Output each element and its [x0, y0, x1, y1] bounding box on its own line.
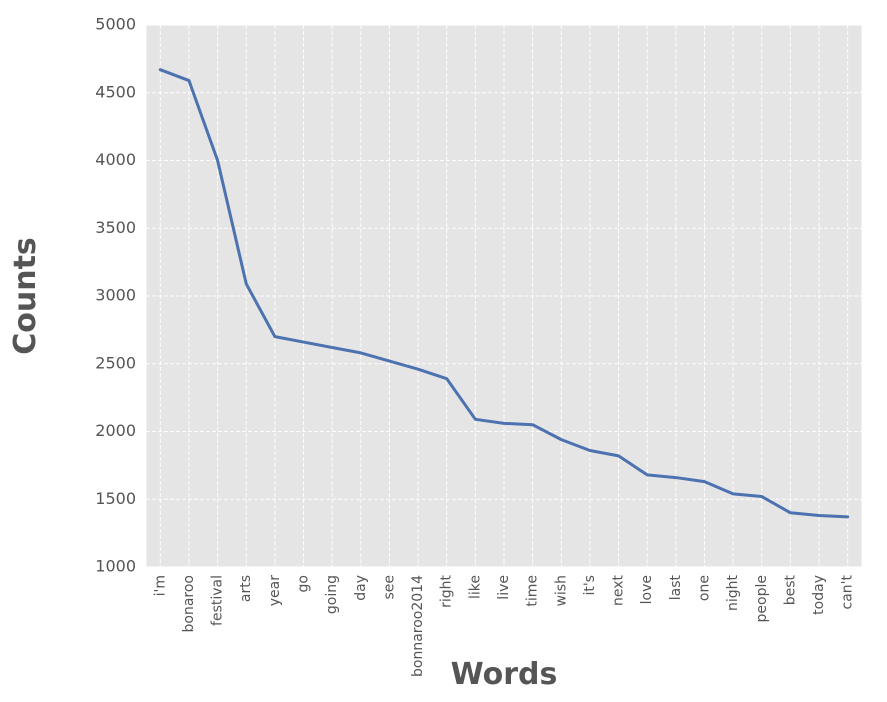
- x-tick-label: day: [353, 575, 369, 601]
- x-tick-label: right: [439, 575, 455, 608]
- x-tick-label: like: [467, 575, 483, 599]
- y-axis-title: Counts: [8, 237, 43, 355]
- x-tick-label: wish: [553, 575, 569, 607]
- x-tick-label: see: [381, 575, 397, 600]
- x-tick-label: bonnaroo2014: [410, 575, 426, 677]
- x-tick-label: it's: [582, 575, 598, 596]
- x-tick-label: live: [496, 575, 512, 600]
- x-tick-label: people: [754, 575, 770, 622]
- x-tick-label: love: [639, 575, 655, 604]
- y-tick-label: 4000: [95, 150, 136, 169]
- y-tick-label: 2000: [95, 421, 136, 440]
- y-tick-label: 2500: [95, 353, 136, 372]
- x-tick-label: last: [668, 575, 684, 601]
- y-tick-label: 1000: [95, 557, 136, 576]
- x-tick-label: arts: [238, 575, 254, 602]
- x-tick-label: today: [811, 575, 827, 615]
- x-tick-label: go: [296, 575, 312, 592]
- y-tick-label: 3500: [95, 218, 136, 237]
- y-tick-label: 1500: [95, 489, 136, 508]
- x-tick-label: night: [725, 574, 741, 611]
- x-tick-label: year: [267, 575, 283, 606]
- line-chart: 1000 1500 2000 2500 3000 3500 4000 4500 5000 i'm b…: [0, 0, 887, 702]
- x-tick-label: can't: [840, 575, 856, 610]
- x-tick-label: time: [525, 575, 541, 607]
- x-tick-label: going: [324, 575, 340, 614]
- chart-svg: 1000 1500 2000 2500 3000 3500 4000 4500 5000 i'm b…: [0, 0, 887, 702]
- x-tick-label: best: [782, 575, 798, 606]
- x-tick-label: next: [611, 574, 627, 606]
- y-tick-label: 5000: [95, 15, 136, 34]
- x-tick-label: bonaroo: [181, 575, 197, 632]
- y-tick-label: 4500: [95, 82, 136, 101]
- x-tick-label: festival: [210, 575, 226, 626]
- y-tick-label: 3000: [95, 286, 136, 305]
- x-axis-title: Words: [451, 657, 558, 692]
- x-tick-label: i'm: [152, 575, 168, 596]
- x-tick-label: one: [696, 575, 712, 601]
